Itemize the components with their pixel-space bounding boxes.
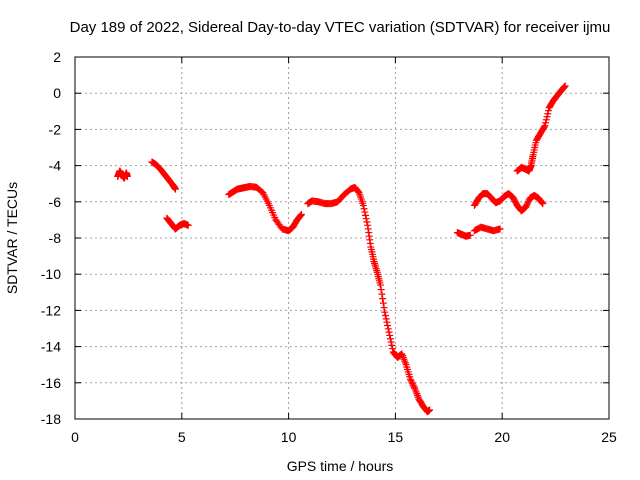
x-tick-label: 0 — [71, 429, 79, 445]
y-tick-label: -6 — [49, 194, 62, 210]
data-point-seg-e — [408, 378, 416, 386]
data-point-seg-i — [561, 82, 569, 90]
data-point-seg-b — [171, 185, 179, 193]
data-point-seg-a — [123, 172, 131, 180]
data-point-seg-e — [377, 286, 385, 294]
data-point-seg-e — [386, 335, 394, 343]
data-point-seg-d — [297, 211, 305, 219]
data-point-seg-e — [360, 205, 368, 213]
data-point-seg-e — [407, 377, 415, 385]
data-point-seg-d — [297, 210, 305, 218]
grid — [75, 57, 609, 419]
data-point-seg-i — [540, 123, 548, 131]
chart-title: Day 189 of 2022, Sidereal Day-to-day VTE… — [70, 19, 611, 36]
data-point-seg-e — [383, 318, 391, 326]
data-point-seg-h — [523, 200, 531, 208]
data-point-seg-e — [406, 375, 414, 383]
y-tick-label: -18 — [41, 411, 61, 427]
data-point-seg-i — [542, 116, 550, 124]
data-point-seg-i — [544, 110, 552, 118]
data-point-seg-h — [522, 203, 530, 211]
data-point-seg-h — [522, 202, 530, 210]
data-point-seg-e — [354, 188, 362, 196]
data-point-seg-g — [496, 225, 504, 233]
y-tick-label: -8 — [49, 230, 62, 246]
y-tick-label: -16 — [41, 375, 61, 391]
data-point-seg-e — [361, 211, 369, 219]
data-point-seg-e — [376, 281, 384, 289]
data-point-seg-e — [382, 315, 390, 323]
y-tick-label: -14 — [41, 339, 61, 355]
data-point-seg-e — [381, 312, 389, 320]
data-point-seg-e — [408, 380, 416, 388]
data-point-seg-i — [541, 122, 549, 130]
x-tick-label: 25 — [601, 429, 617, 445]
x-tick-label: 15 — [388, 429, 404, 445]
data-point-seg-i — [542, 119, 550, 127]
data-point-seg-e — [385, 328, 393, 336]
data-point-seg-e — [380, 304, 388, 312]
data-point-seg-e — [359, 201, 367, 209]
data-point-seg-h — [539, 200, 547, 208]
x-tick-label: 10 — [281, 429, 297, 445]
data-point-seg-e — [384, 325, 392, 333]
data-point-seg-e — [410, 383, 418, 391]
data-point-seg-e — [378, 290, 386, 298]
y-axis-label: SDTVAR / TECUs — [4, 182, 20, 294]
data-point-seg-e — [379, 299, 387, 307]
data-point-seg-h — [524, 199, 532, 207]
x-tick-label: 5 — [178, 429, 186, 445]
y-tick-label: -4 — [49, 158, 62, 174]
data-point-seg-e — [381, 308, 389, 316]
data-point-seg-e — [361, 208, 369, 216]
data-point-seg-e — [387, 338, 395, 346]
data-point-seg-c — [184, 221, 192, 229]
data-point-seg-e — [388, 341, 396, 349]
data-point-seg-i — [544, 107, 552, 115]
x-axis-label: GPS time / hours — [287, 458, 394, 474]
data-marks — [114, 82, 569, 416]
y-tick-label: -10 — [41, 266, 61, 282]
data-point-seg-e — [384, 321, 392, 329]
y-tick-label: 2 — [53, 49, 61, 65]
data-point-seg-e — [426, 406, 434, 414]
data-point-seg-e — [362, 215, 370, 223]
data-point-seg-f — [466, 231, 474, 239]
data-point-seg-e — [389, 345, 397, 353]
data-point-seg-e — [379, 295, 387, 303]
x-tick-label: 20 — [494, 429, 510, 445]
data-point-seg-e — [386, 331, 394, 339]
y-tick-label: -2 — [49, 121, 62, 137]
y-tick-label: -12 — [41, 302, 61, 318]
y-tick-label: 0 — [53, 85, 61, 101]
data-point-seg-h — [538, 199, 546, 207]
data-point-seg-e — [363, 218, 371, 226]
data-point-seg-i — [543, 113, 551, 121]
data-point-seg-e — [409, 381, 417, 389]
